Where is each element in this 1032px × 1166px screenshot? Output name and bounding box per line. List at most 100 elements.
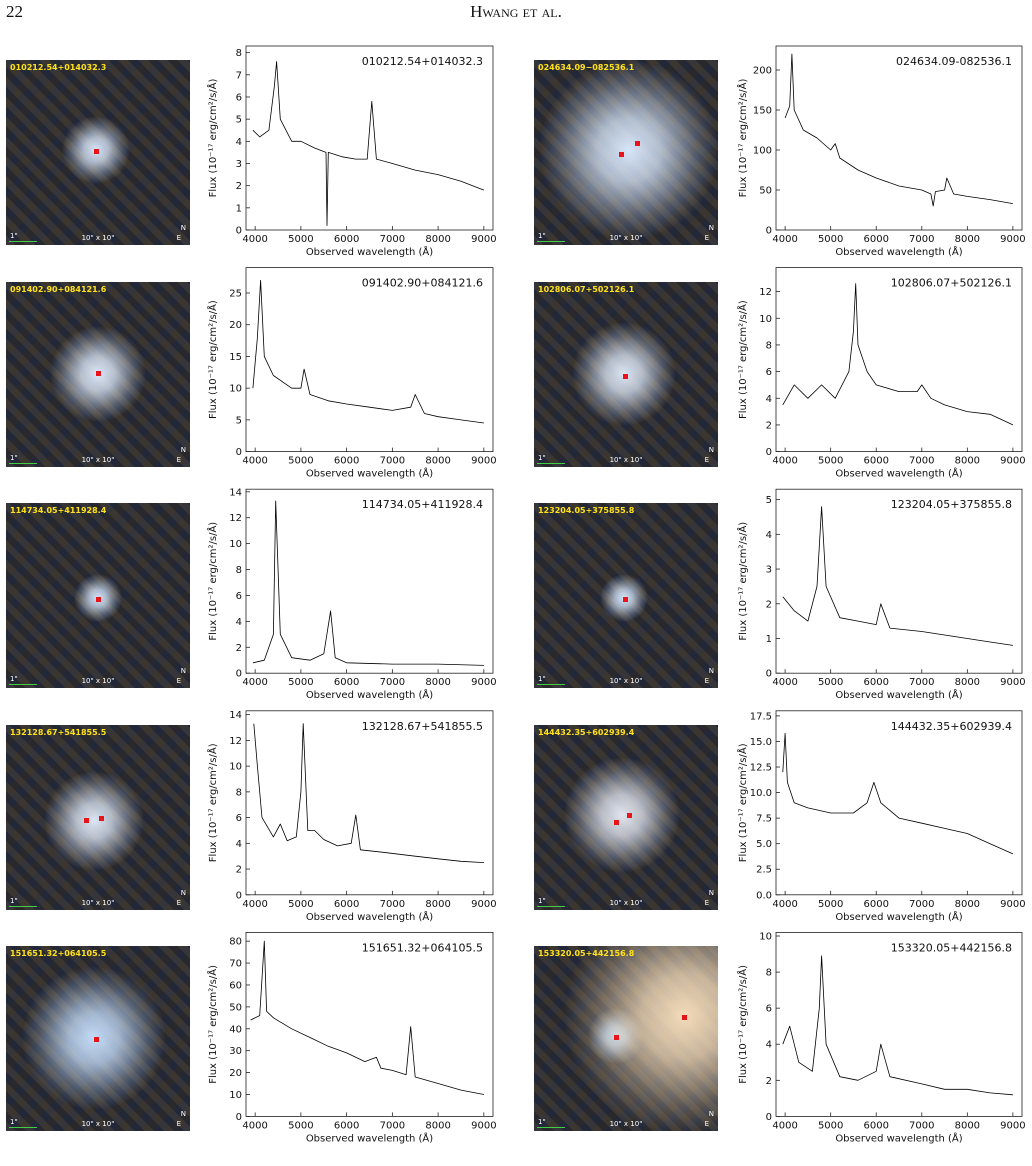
size-label: 10" x 10" — [81, 677, 115, 686]
east-label: E — [176, 1120, 181, 1129]
x-axis-label: Observed wavelength (Å) — [306, 467, 433, 480]
y-tick-label: 4 — [236, 137, 242, 148]
north-label: N — [180, 445, 186, 454]
spectrum-line — [252, 61, 485, 226]
x-axis-label: Observed wavelength (Å) — [306, 1131, 433, 1144]
y-tick-label: 6 — [236, 92, 242, 103]
x-axis-label: Observed wavelength (Å) — [835, 245, 962, 258]
x-tick-label: 5000 — [288, 1120, 313, 1131]
east-label: E — [176, 455, 181, 464]
y-tick-label: 12 — [229, 513, 242, 524]
marker — [622, 374, 628, 380]
spectrum-line — [252, 500, 484, 666]
x-tick-label: 9000 — [471, 1120, 496, 1131]
y-tick-label: 7 — [236, 70, 242, 81]
x-tick-label: 7000 — [380, 456, 405, 467]
size-label: 10" x 10" — [609, 234, 643, 242]
x-tick-label: 9000 — [1000, 234, 1025, 245]
x-tick-label: 5000 — [818, 1120, 843, 1131]
y-tick-label: 3 — [236, 159, 242, 170]
x-tick-label: 9000 — [1000, 677, 1025, 688]
scale-bar — [537, 1127, 565, 1129]
x-tick-label: 4000 — [772, 1120, 797, 1131]
plot-frame — [775, 488, 1023, 674]
x-tick-label: 7000 — [909, 1120, 934, 1131]
marker — [622, 596, 628, 602]
x-tick-label: 7000 — [380, 677, 405, 688]
x-tick-label: 5000 — [818, 677, 843, 688]
x-tick-label: 9000 — [471, 234, 496, 245]
plot-frame — [245, 267, 494, 453]
size-label: 10" x 10" — [609, 677, 643, 686]
x-tick-label: 9000 — [1000, 1120, 1025, 1131]
x-tick-label: 6000 — [334, 899, 359, 910]
image-label: 024634.09−082536.1 — [538, 63, 635, 72]
plot-frame — [245, 488, 494, 674]
north-label: N — [180, 1110, 186, 1119]
y-tick-label: 0 — [236, 890, 242, 901]
east-label: E — [704, 234, 709, 242]
x-tick-label: 4000 — [242, 234, 267, 245]
north-label: N — [180, 224, 186, 232]
east-label: E — [176, 234, 181, 242]
y-tick-label: 17.5 — [750, 711, 772, 722]
scale-label: 1" — [10, 232, 18, 240]
scale-label: 1" — [10, 675, 18, 684]
spectrum-line — [782, 283, 1014, 426]
spectrum-line — [782, 506, 1013, 646]
size-label: 10" x 10" — [81, 1120, 115, 1129]
east-label: E — [704, 455, 709, 464]
scale-label: 1" — [538, 232, 546, 240]
x-tick-label: 6000 — [863, 677, 888, 688]
spectrum-label: 153320.05+442156.8 — [891, 941, 1012, 954]
scale-label: 1" — [10, 896, 18, 905]
x-tick-label: 7000 — [380, 234, 405, 245]
y-axis-label: Flux (10⁻¹⁷ erg/cm²/s/Å) — [736, 300, 749, 419]
scale-label: 1" — [538, 675, 546, 684]
image-label: 123204.05+375855.8 — [538, 506, 635, 516]
x-tick-label: 9000 — [471, 899, 496, 910]
scale-bar — [537, 905, 565, 907]
plot-frame — [245, 45, 494, 231]
y-tick-label: 0 — [766, 447, 772, 458]
x-tick-label: 4000 — [242, 456, 267, 467]
y-tick-label: 14 — [229, 487, 242, 498]
image-cutout: 102806.07+502126.1 10" x 10" 1" N E — [534, 281, 718, 467]
x-tick-label: 5000 — [288, 456, 313, 467]
x-tick-label: 8000 — [955, 1120, 980, 1131]
east-label: E — [704, 677, 709, 686]
y-tick-label: 1 — [236, 203, 242, 214]
image-label: 132128.67+541855.5 — [10, 727, 107, 737]
spectrum-line — [250, 940, 484, 1095]
image-cutout: 132128.67+541855.5 10" x 10" 1" N E — [6, 724, 190, 910]
image-cutout: 153320.05+442156.8 10" x 10" 1" N E — [534, 946, 718, 1132]
plot-frame — [245, 932, 494, 1117]
plot-frame — [245, 710, 494, 896]
east-label: E — [704, 1120, 709, 1129]
image-label: 114734.05+411928.4 — [10, 506, 107, 516]
y-tick-label: 14 — [229, 710, 242, 721]
x-axis-label: Observed wavelength (Å) — [835, 1131, 962, 1144]
x-tick-label: 5000 — [818, 234, 843, 245]
spectrum-label: 144432.35+602939.4 — [891, 720, 1012, 733]
spectrum-label: 091402.90+084121.6 — [362, 277, 483, 290]
scale-label: 1" — [538, 1118, 546, 1127]
marker — [93, 1036, 99, 1042]
size-label: 10" x 10" — [81, 898, 115, 907]
scale-bar — [537, 462, 565, 464]
marker — [93, 148, 99, 154]
y-tick-label: 70 — [229, 959, 242, 970]
y-tick-label: 50 — [229, 1002, 242, 1013]
y-tick-label: 2 — [236, 865, 242, 876]
spectrum-label: 123204.05+375855.8 — [891, 498, 1012, 511]
y-tick-label: 8 — [766, 340, 772, 351]
x-tick-label: 5000 — [288, 234, 313, 245]
x-tick-label: 8000 — [425, 456, 450, 467]
spectrum-line — [782, 732, 1014, 855]
y-tick-label: 0 — [766, 1112, 772, 1123]
x-tick-label: 6000 — [334, 456, 359, 467]
size-label: 10" x 10" — [609, 898, 643, 907]
y-tick-label: 10 — [229, 384, 242, 395]
marker — [618, 151, 624, 157]
x-axis-label: Observed wavelength (Å) — [306, 910, 433, 923]
